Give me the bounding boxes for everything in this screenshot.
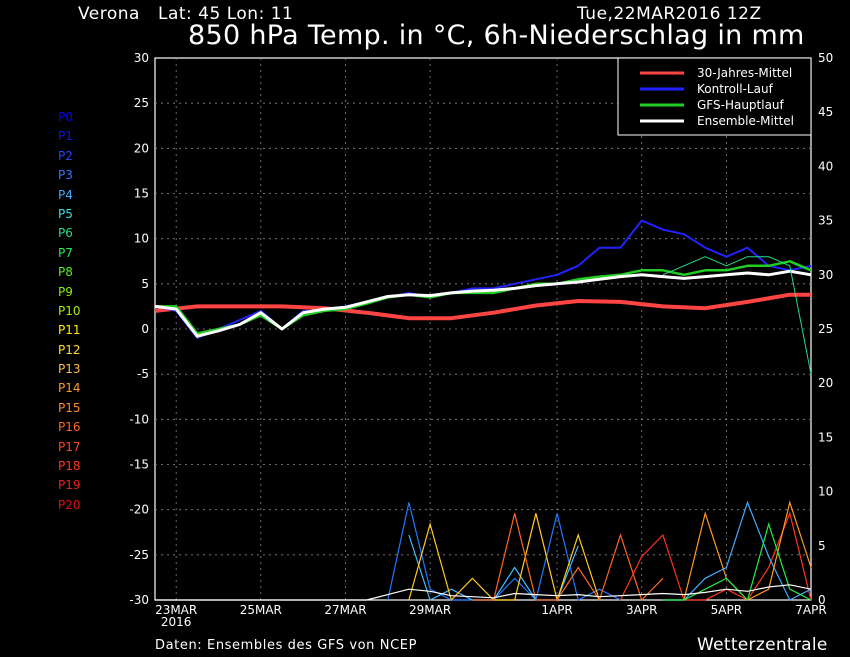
x-tick-sublabel: 2016 <box>161 615 192 629</box>
precip-series-group <box>155 500 812 603</box>
x-tick-label: 3APR <box>626 603 657 617</box>
series-line <box>155 260 812 335</box>
coords-label: Lat: 45 Lon: 11 <box>158 4 294 24</box>
member-label: P15 <box>58 400 81 415</box>
right-tick-label: 20 <box>818 376 833 390</box>
right-tick-label: 30 <box>818 268 833 282</box>
left-tick-label: 15 <box>134 187 149 201</box>
legend-label: 30-Jahres-Mittel <box>697 66 792 80</box>
ensemble-member-list: P0 P1 P2 P3 P4 P5 P6 P7 P8 P9 P10 P11 P12 P13 P14 P15 P1… <box>58 108 81 515</box>
x-tick-label: 7APR <box>795 603 826 617</box>
precip-line <box>662 500 812 601</box>
left-tick-label: -20 <box>129 503 149 517</box>
right-tick-label: 25 <box>818 322 833 336</box>
x-tick-label: 1APR <box>541 603 572 617</box>
member-label: P9 <box>58 284 73 299</box>
legend-label: Ensemble-Mittel <box>697 114 794 128</box>
right-tick-label: 35 <box>818 214 833 228</box>
right-tick-label: 0 <box>818 593 826 607</box>
left-tick-label: 30 <box>134 51 149 65</box>
member-label: P20 <box>58 497 81 512</box>
right-tick-label: 50 <box>818 51 833 65</box>
left-tick-label: 0 <box>141 322 149 336</box>
member-label: P7 <box>58 245 73 260</box>
member-label: P0 <box>58 110 73 124</box>
left-tick-label: 25 <box>134 96 149 110</box>
precip-line <box>408 513 600 603</box>
member-label: P6 <box>58 226 73 241</box>
right-tick-label: 15 <box>818 430 833 444</box>
tick-labels: 302520151050-5-10-15-20-25-3050454035302… <box>129 51 833 629</box>
series-line <box>154 292 811 321</box>
legend-label: GFS-Hauptlauf <box>697 98 785 112</box>
member-label: P17 <box>58 439 81 454</box>
member-label: P14 <box>58 381 81 396</box>
left-tick-label: -30 <box>129 593 149 607</box>
x-tick-label: 23MAR <box>155 603 197 617</box>
legend: 30-Jahres-Mittel Kontroll-Lauf GFS-Hauptla… <box>617 57 812 136</box>
right-tick-label: 10 <box>818 485 833 499</box>
x-tick-label: 25MAR <box>240 603 282 617</box>
member-label: P8 <box>58 265 73 280</box>
run-time-label: Tue,22MAR2016 12Z <box>577 4 762 24</box>
left-tick-label: -15 <box>129 458 149 472</box>
chart-title: 850 hPa Temp. in °C, 6h-Niederschlag in … <box>188 20 805 51</box>
x-tick-label: 5APR <box>711 603 742 617</box>
data-source-note: Daten: Ensembles des GFS von NCEP <box>155 638 418 653</box>
right-tick-label: 45 <box>818 105 833 119</box>
series-line <box>154 269 812 338</box>
member-label: P13 <box>58 362 81 377</box>
member-label: P19 <box>58 478 81 493</box>
right-tick-label: 5 <box>818 539 826 553</box>
member-label: P16 <box>58 420 81 435</box>
left-tick-label: -10 <box>129 412 149 426</box>
location-label: Verona <box>78 4 140 24</box>
precip-line <box>619 511 812 601</box>
precip-line <box>387 502 621 602</box>
member-label: P1 <box>58 129 73 144</box>
member-label: P4 <box>58 187 73 202</box>
left-tick-label: 5 <box>141 277 149 291</box>
member-label: P12 <box>58 342 81 357</box>
brand-label: Wetterzentrale <box>697 635 828 655</box>
precip-line <box>155 584 812 601</box>
member-label: P5 <box>58 206 73 221</box>
left-tick-label: -25 <box>129 548 149 562</box>
left-tick-label: -5 <box>137 367 149 381</box>
left-tick-label: 10 <box>134 232 149 246</box>
left-tick-label: 20 <box>134 141 149 155</box>
member-label: P11 <box>58 323 81 338</box>
precip-line <box>472 513 664 602</box>
member-label: P18 <box>58 459 81 474</box>
member-label: P3 <box>58 168 73 183</box>
temp-series-group <box>154 219 812 375</box>
right-tick-label: 40 <box>818 159 833 173</box>
x-tick-label: 27MAR <box>324 603 366 617</box>
x-tick-label: 29MAR <box>409 603 451 617</box>
series-line <box>662 256 812 375</box>
plot-frame <box>154 57 812 601</box>
legend-label: Kontroll-Lauf <box>697 82 774 96</box>
grid-lines <box>155 58 811 600</box>
member-label: P2 <box>58 148 73 163</box>
member-label: P10 <box>58 303 81 318</box>
precip-line <box>662 522 812 602</box>
